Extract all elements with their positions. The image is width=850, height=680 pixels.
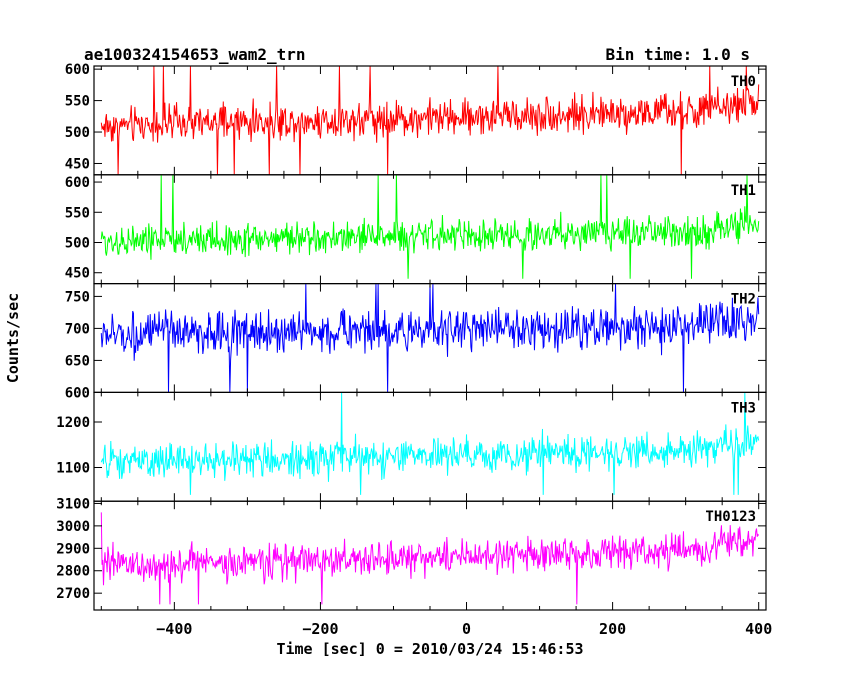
y-tick-label: 600 — [65, 175, 90, 191]
y-tick-label: 650 — [65, 353, 90, 369]
series-line-th0123 — [100, 512, 760, 605]
y-tick-label: 2800 — [56, 564, 90, 580]
y-tick-label: 600 — [65, 385, 90, 401]
y-tick-label: 500 — [65, 125, 90, 141]
y-tick-label: 750 — [65, 289, 90, 305]
y-tick-label: 450 — [65, 266, 90, 282]
bin-time-label: Bin time: 1.0 s — [605, 45, 751, 64]
x-tick-label: −200 — [302, 620, 338, 638]
panel-label-th3: TH3 — [731, 400, 756, 416]
y-tick-label: 550 — [65, 205, 90, 221]
x-tick-label: 400 — [745, 620, 772, 638]
panel-label-th2: TH2 — [731, 292, 756, 308]
y-tick-label: 3000 — [56, 519, 90, 535]
y-tick-label: 700 — [65, 321, 90, 337]
panel-label-th1: TH1 — [731, 183, 756, 199]
y-tick-label: 1200 — [56, 415, 90, 431]
y-tick-label: 600 — [65, 62, 90, 78]
y-axis-label: Counts/sec — [4, 293, 22, 383]
panel-label-th0: TH0 — [731, 74, 756, 90]
x-tick-label: −400 — [156, 620, 192, 638]
y-tick-label: 2700 — [56, 586, 90, 602]
panel-label-th0123: TH0123 — [705, 509, 756, 525]
x-tick-label: 0 — [462, 620, 471, 638]
panel-frame — [93, 391, 767, 502]
y-tick-label: 450 — [65, 156, 90, 172]
series-line-th3 — [100, 392, 760, 495]
chart-title: ae100324154653_wam2_trn — [84, 45, 306, 64]
y-tick-label: 3100 — [56, 496, 90, 512]
y-tick-label: 1100 — [56, 461, 90, 477]
y-tick-label: 500 — [65, 235, 90, 251]
series-line-th0 — [100, 66, 760, 175]
series-line-th1 — [100, 174, 760, 279]
y-tick-label: 550 — [65, 94, 90, 110]
x-tick-label: 200 — [599, 620, 626, 638]
y-tick-label: 2900 — [56, 541, 90, 557]
x-axis-label: Time [sec] 0 = 2010/03/24 15:46:53 — [276, 640, 583, 658]
series-line-th2 — [100, 283, 760, 393]
